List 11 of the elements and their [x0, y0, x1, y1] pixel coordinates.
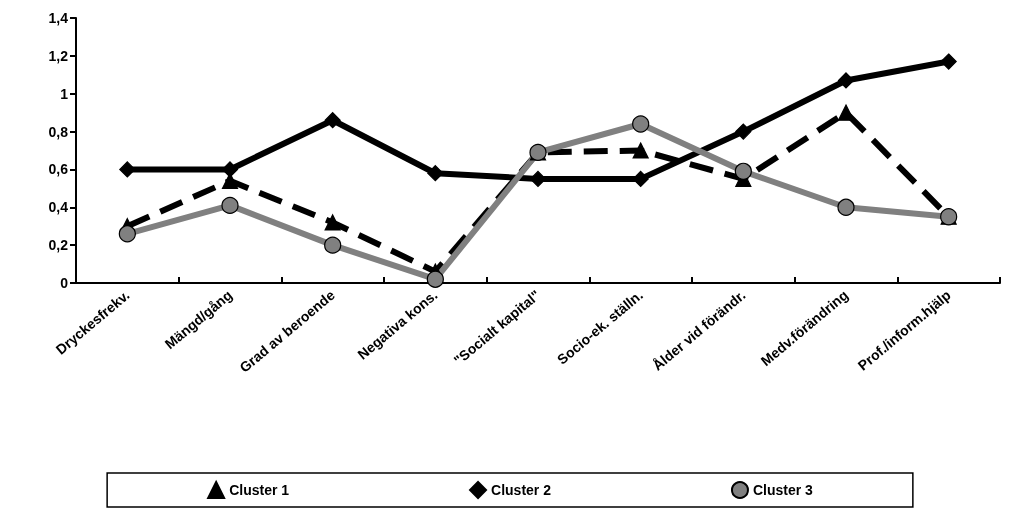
- y-tick-label: 0,2: [48, 237, 69, 254]
- legend-label: Cluster 2: [491, 482, 552, 498]
- y-tick-label: 0: [60, 275, 69, 291]
- y-tick-label: 0,4: [48, 199, 69, 216]
- y-tick-label: 1: [60, 85, 69, 102]
- y-tick-label: 0,8: [48, 123, 69, 140]
- legend-label: Cluster 1: [229, 482, 290, 498]
- y-tick-label: 0,6: [48, 161, 69, 178]
- y-tick-label: 1,4: [48, 10, 69, 26]
- y-tick-label: 1,2: [48, 47, 69, 64]
- legend-label: Cluster 3: [752, 482, 814, 498]
